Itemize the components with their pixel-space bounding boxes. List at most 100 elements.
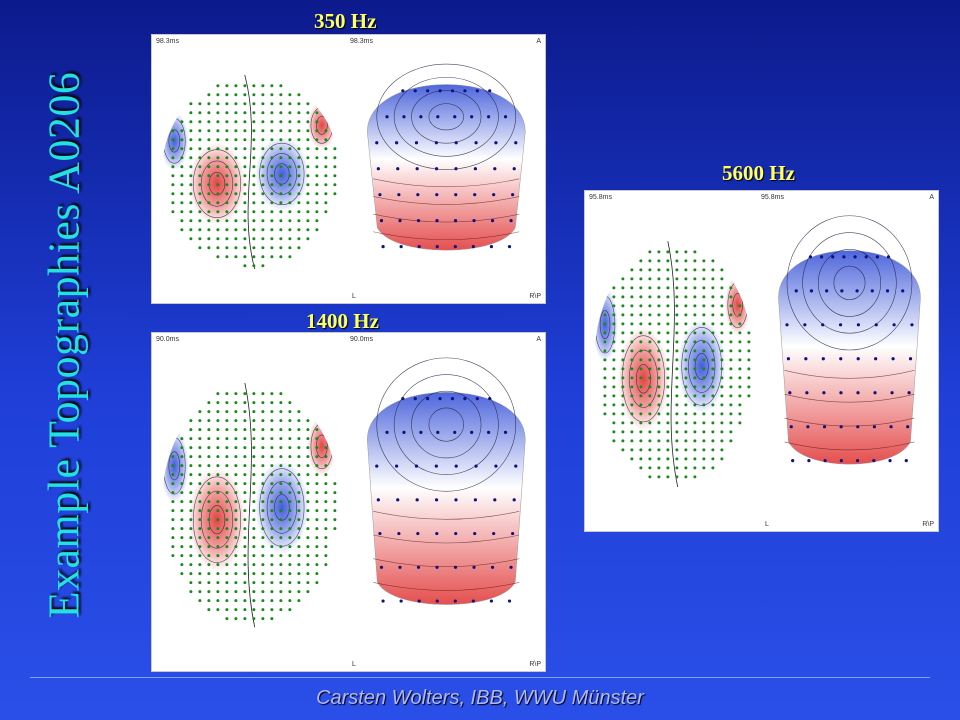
eeg-sensor (243, 482, 247, 486)
eeg-sensor (279, 210, 283, 214)
eeg-sensor (729, 403, 733, 407)
meg-sensor (395, 141, 399, 145)
eeg-sensor (711, 259, 715, 263)
eeg-topography (161, 74, 340, 270)
eeg-sensor (234, 608, 238, 612)
eeg-sensor (216, 545, 220, 549)
eeg-sensor (657, 349, 661, 353)
eeg-sensor (684, 340, 688, 344)
meg-sensor (839, 459, 843, 463)
contour-line (376, 357, 517, 492)
eeg-sensor (252, 147, 256, 151)
eeg-sensor (234, 617, 238, 621)
eeg-sensor (306, 554, 310, 558)
eeg-sensor (315, 536, 319, 540)
eeg-sensor (648, 340, 652, 344)
eeg-sensor (315, 192, 319, 196)
eeg-sensor (693, 376, 697, 380)
eeg-sensor (252, 464, 256, 468)
eeg-sensor (252, 500, 256, 504)
eeg-sensor (279, 165, 283, 169)
eeg-sensor (180, 446, 184, 450)
eeg-sensor (666, 259, 670, 263)
eeg-sensor (243, 536, 247, 540)
eeg-sensor (306, 156, 310, 160)
eeg-sensor (252, 255, 256, 259)
eeg-sensor (270, 156, 274, 160)
eeg-sensor (225, 572, 229, 576)
eeg-sensor (648, 403, 652, 407)
eeg-sensor (315, 228, 319, 232)
eeg-sensor (738, 349, 742, 353)
eeg-sensor (207, 572, 211, 576)
eeg-sensor (252, 491, 256, 495)
eeg-sensor (216, 527, 220, 531)
meg-sensor (379, 565, 384, 569)
eeg-sensor (639, 448, 643, 452)
topography-panel-350: 98.3ms 98.3ms A L R\P (151, 34, 546, 304)
eeg-sensor (297, 455, 301, 459)
eeg-sensor (684, 313, 688, 317)
eeg-sensor (189, 174, 193, 178)
eeg-sensor (225, 491, 229, 495)
eeg-sensor (252, 219, 256, 223)
eeg-sensor (198, 138, 202, 142)
eeg-sensor (693, 322, 697, 326)
eeg-sensor (234, 138, 238, 142)
eeg-sensor (288, 482, 292, 486)
eeg-sensor (198, 192, 202, 196)
eeg-sensor (216, 147, 220, 151)
eeg-sensor (306, 482, 310, 486)
eeg-sensor (702, 277, 706, 281)
eeg-sensor (189, 237, 193, 241)
eeg-sensor (207, 410, 211, 414)
eeg-sensor (648, 466, 652, 470)
eeg-sensor (225, 590, 229, 594)
meg-sensor (399, 245, 403, 249)
eeg-sensor (288, 491, 292, 495)
eeg-sensor (315, 563, 319, 567)
meg-sensor (419, 115, 423, 119)
meg-sensor (809, 289, 814, 293)
eeg-sensor (279, 156, 283, 160)
eeg-sensor (261, 192, 265, 196)
meg-sensor (494, 464, 498, 468)
eeg-sensor (198, 419, 202, 423)
eeg-sensor (171, 147, 175, 151)
meg-sensor (888, 459, 892, 463)
eeg-sensor (324, 491, 328, 495)
eeg-sensor (252, 84, 256, 88)
eeg-sensor (288, 246, 292, 250)
contour-line (411, 390, 482, 459)
eeg-sensor (189, 419, 193, 423)
eeg-sensor (297, 428, 301, 432)
eeg-sensor (315, 572, 319, 576)
eeg-sensor (729, 421, 733, 425)
eeg-sensor (189, 228, 193, 232)
eeg-sensor (675, 250, 679, 254)
eeg-sensor (720, 331, 724, 335)
eeg-sensor (270, 509, 274, 513)
meg-sensor (397, 531, 401, 536)
contour-line (786, 215, 913, 351)
eeg-sensor (243, 455, 247, 459)
eeg-sensor (297, 129, 301, 133)
meg-sensor (472, 565, 476, 569)
eeg-sensor (648, 394, 652, 398)
eeg-sensor (612, 322, 616, 326)
eeg-sensor (270, 410, 274, 414)
footer-divider (30, 677, 930, 678)
eeg-sensor (243, 174, 247, 178)
meg-sensor (831, 255, 835, 259)
eeg-sensor (630, 430, 634, 434)
eeg-sensor (693, 430, 697, 434)
meg-sensor (417, 599, 421, 603)
eeg-sensor (711, 358, 715, 362)
eeg-sensor (234, 237, 238, 241)
contour-line (200, 160, 234, 207)
eeg-sensor (279, 228, 283, 232)
eeg-sensor (261, 84, 265, 88)
contour-line (628, 349, 658, 408)
eeg-sensor (702, 439, 706, 443)
meg-sensor (413, 89, 417, 93)
